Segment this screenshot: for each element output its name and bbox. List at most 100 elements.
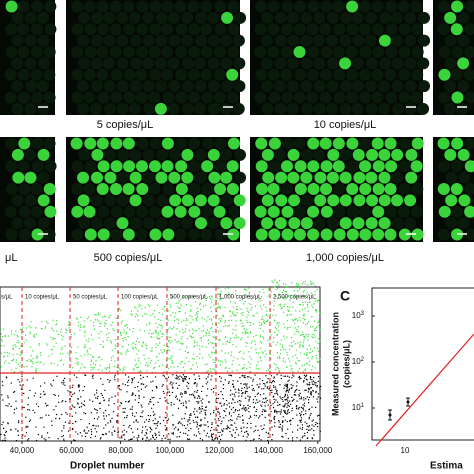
dot — [273, 377, 275, 379]
dot — [182, 402, 184, 404]
dot — [165, 377, 167, 379]
droplet — [287, 171, 300, 184]
dot — [301, 308, 304, 311]
dot — [170, 356, 172, 358]
dot — [145, 431, 147, 434]
dot — [154, 413, 156, 415]
dot — [291, 431, 294, 433]
dot — [304, 307, 306, 310]
dot — [305, 353, 308, 355]
droplet — [4, 205, 17, 218]
droplet — [364, 34, 377, 47]
dot — [310, 412, 312, 415]
dot — [311, 424, 313, 426]
dot — [222, 388, 225, 390]
dot — [274, 386, 277, 388]
dot — [196, 383, 198, 385]
dot — [271, 380, 274, 382]
dot — [122, 407, 124, 410]
dot — [155, 322, 157, 324]
dot — [253, 431, 255, 433]
dot — [231, 383, 234, 385]
dot — [144, 386, 146, 388]
dot — [244, 332, 247, 335]
dot — [94, 314, 96, 316]
dot — [198, 408, 200, 410]
dot — [203, 424, 205, 426]
droplet — [219, 102, 232, 115]
droplet — [97, 23, 110, 36]
droplet — [103, 80, 116, 93]
dot — [261, 411, 264, 413]
droplet — [351, 11, 364, 24]
dot — [280, 374, 282, 376]
dot — [130, 313, 132, 315]
dot — [189, 296, 191, 298]
dot — [164, 424, 166, 427]
dot — [155, 330, 157, 333]
dot — [177, 302, 179, 304]
dot — [272, 341, 274, 343]
dot — [314, 300, 316, 302]
dot — [217, 360, 220, 362]
dot — [307, 284, 309, 286]
dot — [261, 342, 263, 344]
droplet — [404, 57, 417, 70]
dot — [259, 347, 262, 349]
droplet — [195, 217, 208, 230]
dot — [172, 382, 174, 384]
dot — [253, 315, 255, 317]
dot — [213, 336, 215, 338]
dot — [153, 309, 156, 312]
droplet — [280, 160, 293, 173]
dot — [50, 362, 52, 364]
droplet — [96, 0, 109, 13]
dot — [27, 426, 29, 428]
c-frame — [371, 287, 474, 441]
dot — [247, 321, 249, 324]
dot — [181, 361, 184, 363]
dot — [212, 433, 215, 435]
dot — [157, 332, 159, 334]
droplet — [398, 46, 411, 58]
dot — [200, 340, 203, 342]
dot — [161, 325, 163, 327]
dot — [25, 334, 27, 337]
droplet — [457, 57, 470, 70]
droplet — [391, 148, 404, 161]
droplet — [450, 68, 463, 81]
dot — [287, 400, 289, 402]
dot — [97, 312, 99, 314]
droplet — [110, 137, 123, 150]
dot — [58, 401, 60, 403]
dot — [284, 412, 287, 414]
dot — [102, 396, 104, 399]
dot — [99, 407, 101, 410]
dot — [189, 314, 191, 317]
dot — [194, 340, 196, 342]
droplet — [71, 0, 84, 13]
dot — [292, 319, 294, 321]
droplet — [84, 23, 97, 36]
dot — [190, 335, 192, 337]
dot — [63, 439, 65, 442]
dot — [304, 369, 306, 372]
dot — [276, 374, 278, 376]
dot — [111, 417, 113, 419]
dot — [73, 392, 76, 394]
dot — [71, 351, 73, 354]
dot — [13, 358, 15, 360]
dot — [166, 349, 169, 351]
dot — [170, 402, 172, 404]
dot — [199, 302, 201, 305]
dot — [69, 354, 71, 356]
droplet — [391, 80, 404, 93]
droplet — [90, 34, 103, 47]
dot — [217, 297, 219, 299]
dot — [281, 398, 283, 401]
droplet — [36, 80, 49, 93]
droplet — [18, 205, 31, 218]
dot — [189, 368, 192, 370]
droplet — [294, 183, 307, 195]
dot — [98, 356, 100, 358]
